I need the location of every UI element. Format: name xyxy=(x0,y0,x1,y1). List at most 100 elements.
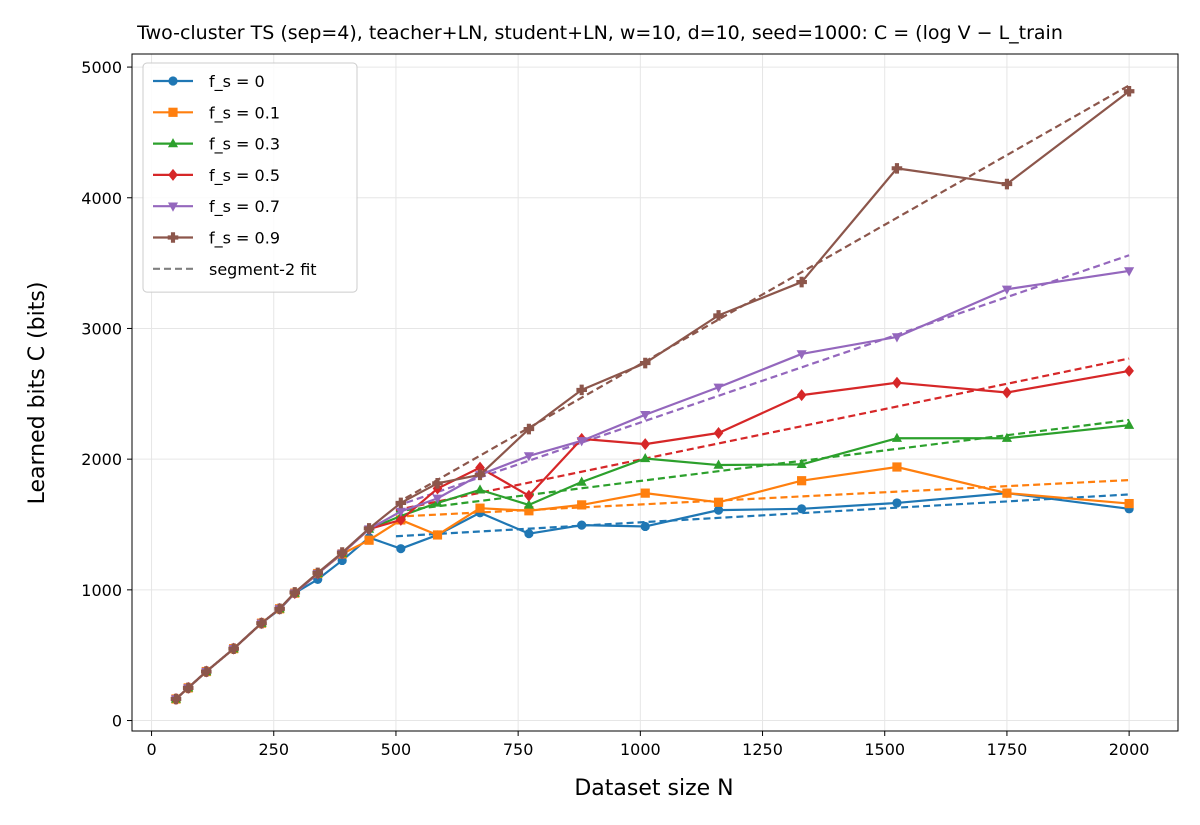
legend-label: f_s = 0.7 xyxy=(209,197,280,217)
data-point xyxy=(576,384,587,396)
data-point xyxy=(201,666,212,677)
data-point xyxy=(432,494,443,504)
data-point xyxy=(1124,498,1134,509)
legend: f_s = 0 f_s = 0.1 f_s = 0.3 f_s = 0.5 f_s = … xyxy=(142,62,358,293)
data-point xyxy=(170,693,182,705)
grid xyxy=(132,54,1178,731)
data-point xyxy=(395,497,407,509)
data-point xyxy=(796,350,807,360)
x-tick-label: 1500 xyxy=(864,740,905,759)
data-point xyxy=(364,535,374,545)
x-tick-label: 250 xyxy=(258,740,289,759)
x-tick-label: 500 xyxy=(381,740,412,759)
data-point xyxy=(1124,419,1135,429)
data-point xyxy=(1001,432,1012,442)
data-point xyxy=(713,459,724,469)
data-point xyxy=(274,603,285,615)
data-point xyxy=(713,427,724,439)
data-point xyxy=(432,478,443,489)
data-point xyxy=(1002,488,1012,498)
data-point xyxy=(524,489,534,502)
data-point xyxy=(576,437,587,447)
legend-label: f_s = 0.9 xyxy=(209,229,280,249)
data-point xyxy=(312,567,324,579)
legend-label: f_s = 0.3 xyxy=(209,135,280,155)
data-point xyxy=(432,530,443,540)
data-point xyxy=(167,202,179,212)
data-point xyxy=(256,617,267,629)
legend-frame xyxy=(142,62,358,293)
data-point xyxy=(168,107,178,117)
x-tick-label: 0 xyxy=(146,740,156,759)
data-point xyxy=(796,276,807,288)
legend-label: f_s = 0 xyxy=(209,72,265,92)
fit-line xyxy=(395,254,1130,508)
data-point xyxy=(713,310,724,321)
data-point xyxy=(797,504,807,514)
data-point xyxy=(396,544,406,554)
legend-label: segment-2 fit xyxy=(209,260,317,279)
series-lines xyxy=(170,85,1135,705)
data-point xyxy=(1124,364,1134,377)
data-point xyxy=(577,500,587,510)
data-point xyxy=(474,484,486,494)
data-point xyxy=(891,163,903,174)
data-point xyxy=(475,461,485,474)
data-point xyxy=(1001,285,1012,295)
data-point xyxy=(891,333,903,343)
legend-label: f_s = 0.5 xyxy=(209,166,280,186)
data-point xyxy=(168,168,178,181)
data-point xyxy=(524,529,534,539)
data-point xyxy=(167,138,179,148)
data-point xyxy=(713,497,724,507)
data-point xyxy=(713,505,724,515)
data-point xyxy=(475,503,485,513)
x-tick-label: 1000 xyxy=(620,740,661,759)
data-point xyxy=(639,357,651,369)
data-point xyxy=(796,458,807,469)
data-point xyxy=(523,423,535,435)
y-axis-label: Learned bits C (bits) xyxy=(25,282,50,505)
y-tick-label: 2000 xyxy=(81,450,122,469)
data-point xyxy=(395,507,406,517)
data-point xyxy=(396,513,406,526)
y-tick-label: 0 xyxy=(112,712,122,731)
data-point xyxy=(796,389,807,402)
x-tick-label: 750 xyxy=(503,740,534,759)
data-point xyxy=(640,488,650,498)
x-tick-label: 1250 xyxy=(742,740,783,759)
data-point xyxy=(524,506,534,516)
data-point xyxy=(797,476,807,486)
data-point xyxy=(1002,386,1012,399)
x-tick-label: 1750 xyxy=(987,740,1028,759)
data-point xyxy=(640,438,651,451)
data-point xyxy=(577,520,587,530)
x-tick-label: 2000 xyxy=(1109,740,1150,759)
data-point xyxy=(336,547,348,558)
data-point xyxy=(182,682,194,694)
data-point xyxy=(640,521,650,532)
data-point xyxy=(1001,178,1013,190)
series xyxy=(170,85,1135,705)
data-point xyxy=(167,232,179,243)
fit-line xyxy=(395,357,1130,512)
x-axis-label: Dataset size N xyxy=(574,776,733,801)
data-point xyxy=(640,411,651,421)
y-tick-label: 1000 xyxy=(81,581,122,600)
chart-title: Two-cluster TS (sep=4), teacher+LN, stud… xyxy=(136,22,1063,44)
axis-ticks: 0 250 500 750 1000 1250 1500 1750 2000 0 1000 2000 3… xyxy=(81,58,1149,759)
data-point xyxy=(891,432,903,442)
y-tick-label: 5000 xyxy=(81,58,122,77)
data-point xyxy=(474,469,486,481)
data-point xyxy=(523,452,534,462)
data-point xyxy=(640,452,651,463)
data-point xyxy=(289,587,301,598)
data-point xyxy=(892,376,902,389)
legend-label: f_s = 0.1 xyxy=(209,103,280,123)
data-point xyxy=(1123,85,1135,97)
data-point xyxy=(523,499,534,509)
fit-line xyxy=(395,84,1130,505)
data-point xyxy=(713,383,724,393)
data-point xyxy=(1124,267,1135,277)
